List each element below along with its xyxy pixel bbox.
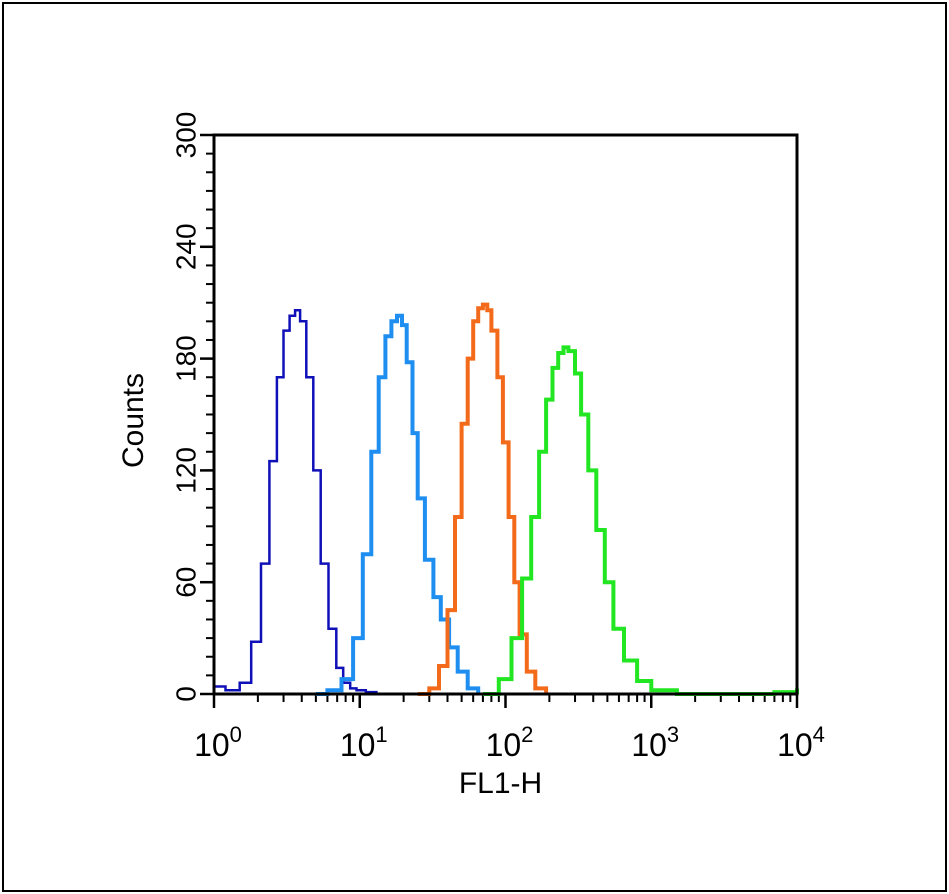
x-tick-exponent: 0: [230, 722, 242, 747]
x-tick-label: 104: [777, 722, 825, 763]
x-tick-base: 10: [486, 727, 522, 763]
x-tick-label: 103: [631, 722, 679, 763]
x-ticks: [212, 694, 799, 708]
series-line-4: [482, 345, 799, 696]
plot-area: [212, 133, 799, 696]
y-axis-label: Counts: [117, 373, 150, 468]
x-axis-label: FL1-H: [459, 767, 542, 800]
series-lines: [214, 302, 799, 696]
y-tick-label: 240: [170, 223, 201, 270]
series-line-2: [315, 313, 481, 696]
series-line-1: [214, 308, 378, 694]
y-tick-labels: 0 60 120 180 240 300: [170, 112, 201, 702]
x-tick-label: 101: [340, 722, 388, 763]
x-tick-exponent: 3: [667, 722, 679, 747]
x-tick-base: 10: [777, 727, 813, 763]
x-tick-labels: 100 101 102 103 104: [194, 722, 825, 763]
x-tick-exponent: 2: [521, 722, 533, 747]
y-tick-label: 60: [170, 567, 201, 598]
x-tick-label: 102: [486, 722, 534, 763]
y-tick-label: 180: [170, 335, 201, 382]
x-tick-base: 10: [631, 727, 667, 763]
x-tick-base: 10: [340, 727, 376, 763]
y-major-ticks: [200, 133, 214, 696]
x-tick-label: 100: [194, 722, 242, 763]
y-tick-label: 0: [170, 686, 201, 702]
y-tick-label: 300: [170, 112, 201, 159]
x-tick-exponent: 4: [813, 722, 825, 747]
x-tick-exponent: 1: [375, 722, 387, 747]
x-tick-base: 10: [194, 727, 230, 763]
series-line-3: [417, 302, 549, 696]
y-tick-label: 120: [170, 447, 201, 494]
